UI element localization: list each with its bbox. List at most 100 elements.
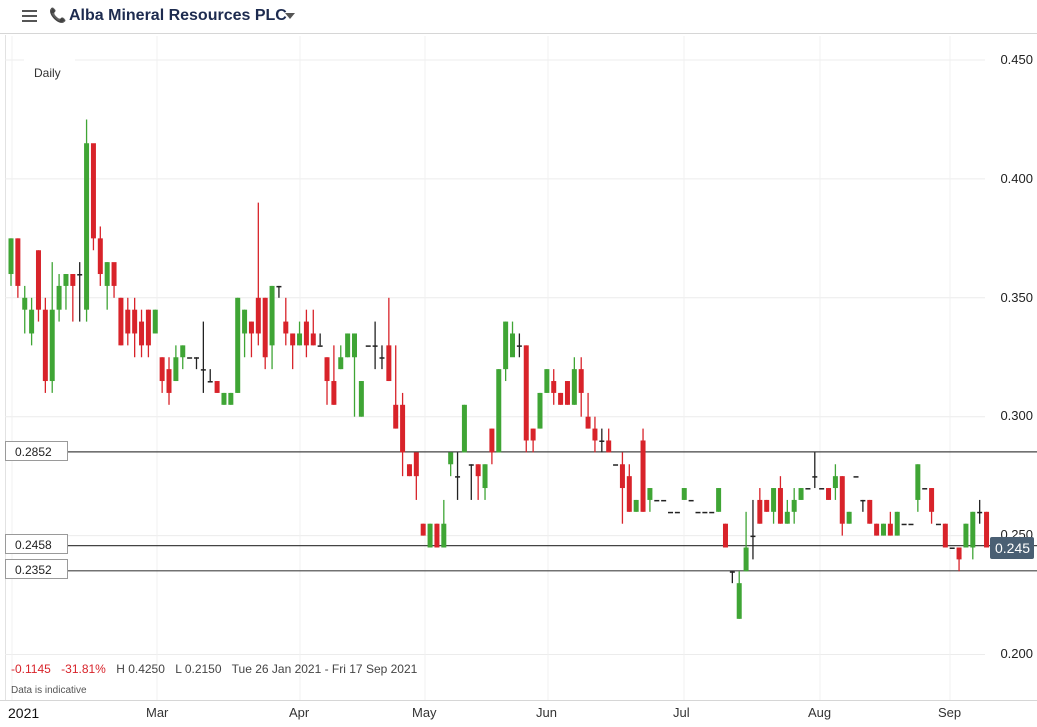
candle-body: [90, 143, 96, 239]
y-tick-label: 0.450: [1000, 52, 1033, 67]
candle-body: [722, 523, 728, 548]
level-value: 0.2458: [15, 538, 52, 552]
candle-body: [352, 333, 357, 358]
candle-body: [674, 511, 680, 514]
level-label[interactable]: 0.2352: [5, 559, 68, 579]
candle-body: [846, 511, 852, 524]
x-tick-label: Aug: [808, 705, 832, 720]
candlestick-chart[interactable]: [0, 0, 1037, 700]
candle-body: [111, 262, 117, 286]
candle-body: [887, 523, 893, 536]
candle-body: [777, 488, 783, 524]
indicative-note: Data is indicative: [11, 685, 87, 696]
candle-body: [200, 369, 206, 371]
candle-body: [736, 583, 742, 619]
candle-body: [139, 321, 145, 346]
candle-body: [805, 488, 811, 490]
candle-body: [880, 523, 886, 536]
candle-body: [317, 345, 323, 347]
candle-body: [8, 238, 14, 275]
candle-body: [757, 499, 763, 524]
candle-body: [619, 464, 625, 489]
candle-body: [585, 416, 591, 429]
change-percent: -31.81%: [61, 662, 106, 676]
candle-body: [386, 345, 392, 382]
candle-body: [180, 345, 186, 358]
candle-body: [661, 499, 667, 502]
candle-body: [571, 369, 577, 405]
candle-body: [331, 381, 337, 405]
candle-body: [255, 297, 261, 334]
candle-body: [949, 547, 955, 549]
x-tick-label: Mar: [146, 705, 169, 720]
candle-body: [942, 523, 948, 548]
candle-body: [242, 309, 248, 334]
instrument-title[interactable]: Alba Mineral Resources PLC: [69, 7, 287, 24]
level-value: 0.2352: [15, 563, 52, 577]
candle-body: [152, 309, 158, 334]
level-label[interactable]: 0.2852: [5, 441, 68, 461]
candle-body: [248, 321, 254, 334]
candle-body: [489, 428, 495, 453]
candle-body: [104, 262, 110, 286]
candle-body: [688, 499, 694, 502]
change-value: -0.1145: [11, 662, 51, 676]
candle-body: [297, 333, 303, 346]
candle-body: [819, 488, 825, 490]
candle-body: [853, 476, 859, 478]
candle-body: [716, 488, 722, 512]
candle-body: [613, 464, 619, 466]
candle-body: [606, 440, 612, 453]
candle-body: [118, 297, 124, 346]
candle-body: [729, 571, 735, 573]
candle-body: [977, 511, 983, 514]
candle-body: [166, 369, 172, 393]
candle-body: [77, 274, 83, 276]
candle-body: [406, 464, 412, 477]
current-price-tag: 0.245: [990, 537, 1034, 559]
candle-body: [461, 404, 467, 453]
candle-body: [235, 297, 241, 393]
candle-body: [709, 511, 715, 514]
x-axis[interactable]: [0, 700, 1037, 727]
candle-body: [929, 488, 935, 512]
interval-selector[interactable]: Daily: [24, 56, 75, 89]
level-label[interactable]: 0.2458: [5, 534, 68, 554]
candle-body: [173, 357, 179, 382]
candle-body: [276, 285, 282, 288]
candle-body: [578, 369, 584, 393]
candle-body: [393, 404, 399, 429]
candle-body: [510, 333, 516, 358]
chart-area[interactable]: [5, 35, 1037, 700]
x-tick-label: Apr: [289, 705, 310, 720]
candle-body: [874, 523, 880, 536]
candle-body: [503, 321, 509, 370]
candle-body: [551, 381, 557, 393]
candle-body: [771, 488, 777, 512]
candle-body: [262, 297, 268, 358]
x-tick-label: May: [412, 705, 437, 720]
candle-body: [97, 238, 103, 275]
low-value: L 0.2150: [175, 662, 222, 676]
y-tick-label: 0.350: [1000, 290, 1033, 305]
candle-body: [475, 464, 481, 477]
candle-body: [283, 321, 289, 334]
candle-body: [812, 476, 818, 478]
candle-body: [956, 547, 962, 560]
y-tick-label: 0.200: [1000, 646, 1033, 661]
caret-down-icon[interactable]: [285, 13, 295, 19]
candle-body: [564, 381, 570, 405]
candle-body: [338, 357, 344, 370]
candle-body: [125, 309, 131, 334]
candle-body: [448, 452, 454, 465]
hamburger-menu-icon[interactable]: [22, 9, 37, 23]
candle-body: [63, 274, 69, 286]
candle-body: [434, 523, 440, 548]
candle-body: [523, 345, 529, 441]
candle-body: [599, 440, 605, 442]
candle-body: [860, 499, 866, 502]
candle-body: [49, 309, 55, 382]
candle-body: [441, 523, 447, 548]
candle-body: [901, 523, 907, 526]
candle-body: [303, 321, 309, 346]
